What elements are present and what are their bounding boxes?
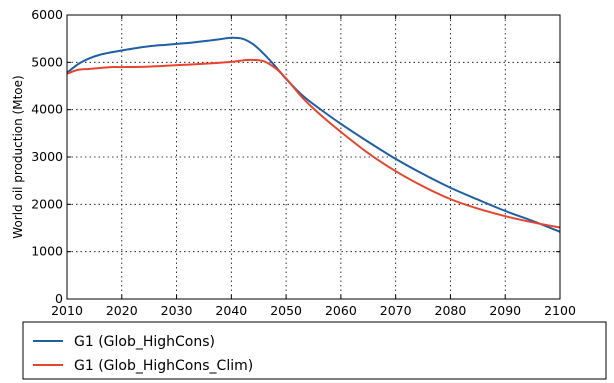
y-tick-labels: 0 1000 2000 3000 4000 5000 6000 xyxy=(31,7,63,306)
y-tick-label: 2000 xyxy=(31,196,63,211)
y-tick-label: 6000 xyxy=(31,7,63,22)
x-tick-label: 2070 xyxy=(380,303,412,318)
x-tick-label: 2050 xyxy=(270,303,302,318)
y-tick-label: 1000 xyxy=(31,244,63,259)
legend: G1 (Glob_HighCons) G1 (Glob_HighCons_Cli… xyxy=(22,321,607,380)
legend-label-glob-highcons-clim: G1 (Glob_HighCons_Clim) xyxy=(74,358,253,374)
y-tick-label: 0 xyxy=(55,291,63,306)
axis-ticks xyxy=(66,14,561,300)
x-tick-label: 2090 xyxy=(489,303,521,318)
x-tick-label: 2060 xyxy=(325,303,357,318)
x-tick-labels: 2010 2020 2030 2040 2050 2060 2070 2080 2090 2100 xyxy=(51,303,576,318)
y-axis-label: World oil production (Mtoe) xyxy=(11,75,25,238)
x-tick-label: 2020 xyxy=(106,303,138,318)
y-tick-label: 4000 xyxy=(31,102,63,117)
x-tick-label: 2100 xyxy=(544,303,576,318)
gridlines xyxy=(67,15,560,299)
x-tick-label: 2030 xyxy=(161,303,193,318)
x-tick-label: 2080 xyxy=(435,303,467,318)
series-line-glob-highcons xyxy=(66,36,561,233)
series-lines xyxy=(66,36,561,233)
legend-label-glob-highcons: G1 (Glob_HighCons) xyxy=(74,334,215,350)
series-line-glob-highcons-clim xyxy=(66,58,561,229)
y-tick-label: 3000 xyxy=(31,149,63,164)
y-tick-label: 5000 xyxy=(31,54,63,69)
x-tick-label: 2010 xyxy=(51,303,83,318)
x-tick-label: 2040 xyxy=(215,303,247,318)
legend-box xyxy=(22,321,607,380)
